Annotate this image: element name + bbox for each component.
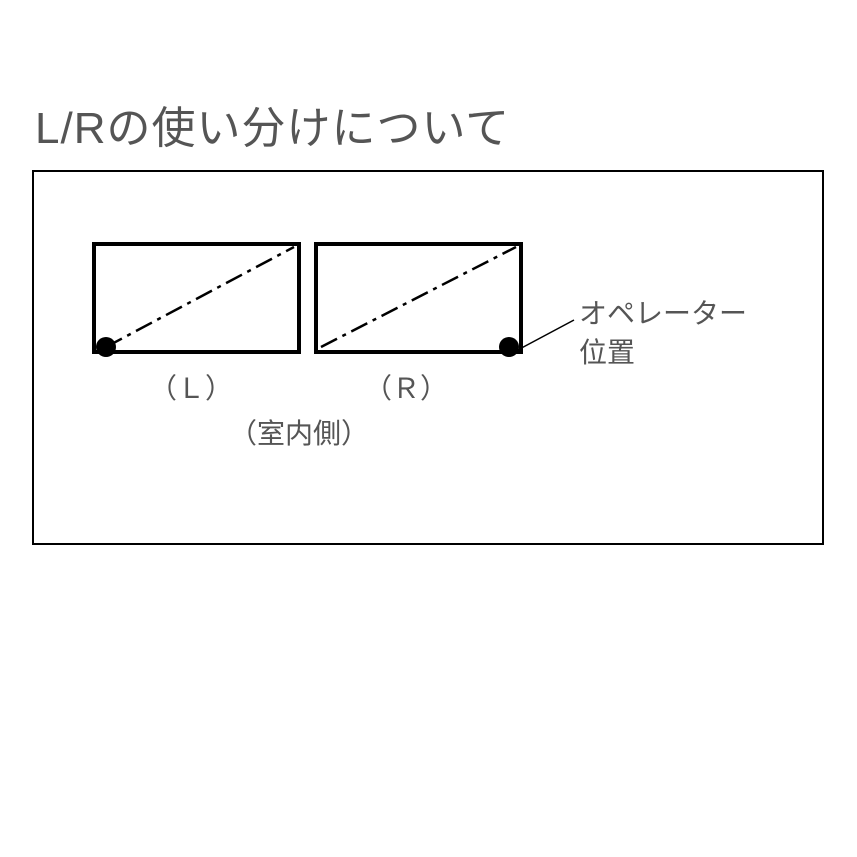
callout-line-1: オペレーター (579, 294, 747, 333)
callout-line-2: 位置 (579, 333, 747, 372)
left-operator-dot (96, 337, 116, 357)
left-label: （Ｌ） (149, 367, 233, 407)
right-operator-dot (499, 337, 519, 357)
bottom-label: （室内側） (229, 412, 369, 452)
page-title: L/Rの使い分けについて (35, 92, 510, 156)
right-label: （Ｒ） (364, 367, 448, 407)
operator-callout: オペレーター 位置 (579, 294, 747, 372)
diagram-frame: （Ｌ） （Ｒ） （室内側） オペレーター 位置 (32, 170, 824, 545)
right-diagonal-line (321, 247, 516, 347)
left-diagonal-line (106, 247, 294, 347)
